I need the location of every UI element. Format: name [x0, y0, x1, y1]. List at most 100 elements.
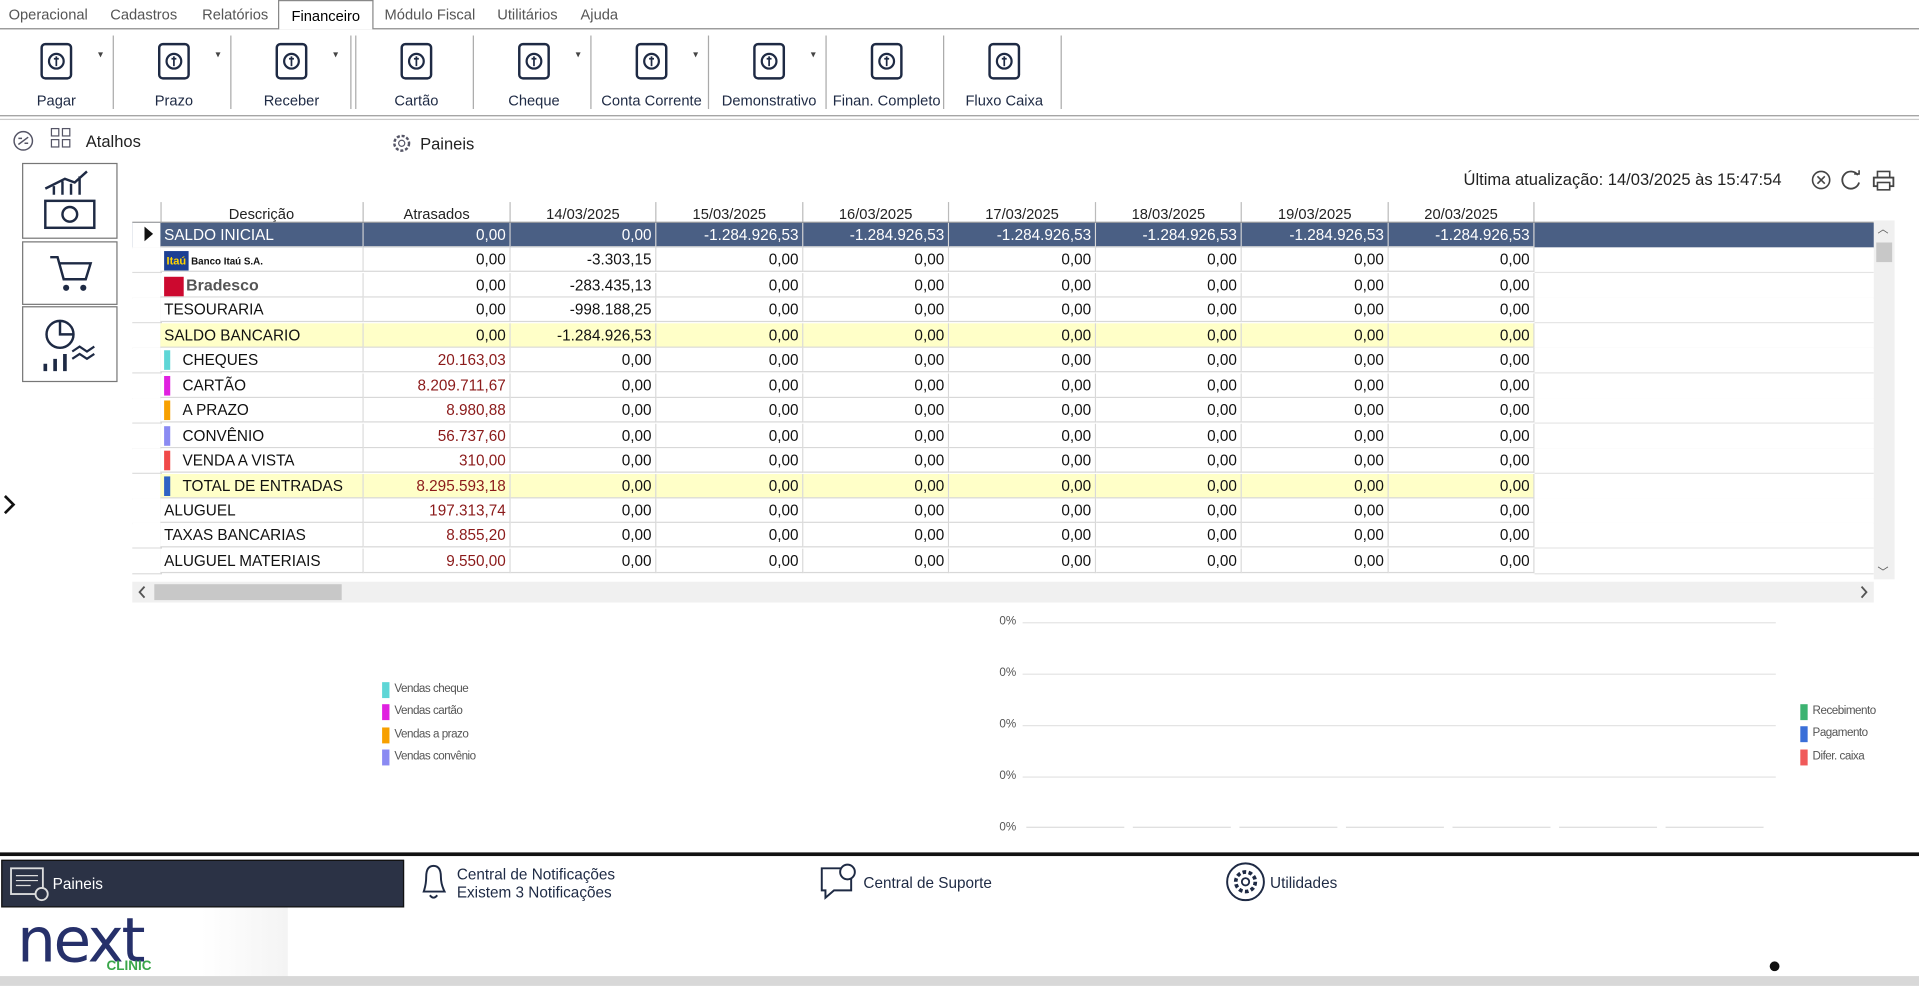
table-row[interactable]: CARTÃO 8.209.711,67 0,00 0,00 0,00 0,00 0,00 0,… — [132, 373, 1874, 399]
baseline-segment — [1452, 826, 1551, 828]
shortcut-sales[interactable] — [22, 241, 118, 305]
toolbar-button[interactable]: ▾ Prazo — [118, 34, 231, 112]
value-cell: 310,00 — [363, 448, 511, 473]
vertical-scrollbar[interactable]: ︿ ﹀ — [1873, 220, 1895, 580]
value-cell: -3.303,15 — [510, 247, 657, 273]
active-tab[interactable]: Financeiro — [278, 0, 374, 30]
utilities-label[interactable]: Utilidades — [1270, 874, 1338, 892]
refresh-icon[interactable] — [1841, 169, 1863, 191]
panels-label[interactable]: Paineis — [420, 134, 475, 154]
toolbar-button[interactable]: ▾ Cheque — [478, 34, 591, 112]
support-label[interactable]: Central de Suporte — [863, 874, 992, 892]
dropdown-arrow[interactable]: ▾ — [575, 48, 581, 61]
description-cell: TAXAS BANCARIAS — [160, 523, 364, 548]
dropdown-arrow[interactable]: ▾ — [333, 48, 339, 61]
value-cell: 0,00 — [1096, 247, 1242, 273]
cell-text: ALUGUEL — [164, 502, 236, 520]
axis-label: 0% — [999, 614, 1017, 629]
pie-icon — [43, 319, 95, 372]
cell-text: 0,00 — [1061, 401, 1092, 420]
cell-text: 0,00 — [1207, 451, 1237, 470]
cart-icon — [50, 255, 93, 291]
toolbar-button[interactable]: Cartão — [360, 34, 473, 112]
value-cell: 0,00 — [1388, 398, 1535, 423]
expand-arrow[interactable] — [2, 494, 17, 516]
table-row[interactable]: TOTAL DE ENTRADAS 8.295.593,18 0,00 0,00 0,0… — [132, 473, 1874, 500]
notifications-title[interactable]: Central de Notificações — [456, 865, 616, 884]
table-row[interactable]: VENDA A VISTA 310,00 0,00 0,00 0,00 0,00 0,00 0… — [132, 448, 1874, 475]
value-cell: 0,00 — [1096, 423, 1242, 448]
notifications-count[interactable]: Existem 3 Notificações — [456, 884, 612, 902]
value-cell: 0,00 — [510, 398, 657, 423]
menu-tab[interactable]: Ajuda — [580, 6, 619, 24]
scroll-thumb[interactable] — [1876, 242, 1893, 263]
value-cell: -1.284.926,53 — [1241, 222, 1389, 248]
gear-icon[interactable] — [391, 132, 413, 154]
cell-text: 0,00 — [914, 401, 945, 420]
cell-text: 310,00 — [458, 451, 506, 470]
scroll-left[interactable] — [137, 585, 147, 599]
close-icon[interactable] — [1810, 169, 1832, 191]
scroll-up[interactable]: ︿ — [1877, 222, 1889, 236]
dropdown-arrow[interactable]: ▾ — [810, 48, 816, 61]
toolbar-button[interactable]: Finan. Completo — [830, 34, 943, 112]
horizontal-scrollbar[interactable] — [132, 581, 1874, 603]
legend-label: Vendas cheque — [394, 682, 469, 696]
scroll-right[interactable] — [1859, 585, 1869, 599]
table-row[interactable]: Itaú Banco Itaú S.A. 0,00 -3.303,15 0,00 0,00… — [132, 247, 1874, 274]
menu-tab[interactable]: Cadastros — [110, 6, 178, 24]
table-row[interactable]: CONVÊNIO 56.737,60 0,00 0,00 0,00 0,00 0,00 0,0… — [132, 423, 1874, 449]
value-cell: 0,00 — [949, 348, 1097, 373]
value-cell: 0,00 — [656, 373, 804, 398]
toolbar-button[interactable]: ▾ Demonstrativo — [713, 34, 826, 112]
value-cell: 0,00 — [1388, 272, 1535, 298]
settings-icon[interactable] — [11, 129, 35, 153]
value-cell: 0,00 — [949, 373, 1097, 398]
menu-tab[interactable]: Módulo Fiscal — [384, 6, 476, 24]
shortcut-reports[interactable] — [22, 306, 118, 383]
table-row[interactable]: Bradesco 0,00 -283.435,13 0,00 0,00 0,00 0,00 0… — [132, 272, 1874, 299]
value-cell: 0,00 — [1388, 448, 1535, 473]
row-filler — [1534, 323, 1874, 349]
cell-text: 0,00 — [1207, 426, 1237, 445]
table-row[interactable]: TESOURARIA 0,00 -998.188,25 0,00 0,00 0,00 0,0… — [132, 298, 1874, 324]
toolbar-button[interactable]: ▾ Receber — [235, 34, 348, 112]
table-row[interactable]: ALUGUEL 197.313,74 0,00 0,00 0,00 0,00 0,00 0,0… — [132, 498, 1874, 525]
grid-line — [1022, 725, 1776, 727]
table-row[interactable]: SALDO INICIAL 0,00 0,00 -1.284.926,53 -1.284… — [132, 222, 1874, 249]
shortcut-cashflow[interactable] — [22, 162, 118, 239]
toolbar-button[interactable]: ▾ Pagar — [0, 34, 113, 112]
scroll-down[interactable]: ﹀ — [1877, 565, 1889, 579]
table-row[interactable]: TAXAS BANCARIAS 8.855,20 0,00 0,00 0,00 0,00 0… — [132, 523, 1874, 550]
value-cell: 0,00 — [1096, 473, 1242, 498]
table-row[interactable]: SALDO BANCARIO 0,00 -1.284.926,53 0,00 0,00 0… — [132, 323, 1874, 349]
support-icon[interactable] — [818, 861, 862, 903]
cell-text: 0,00 — [621, 527, 652, 545]
dropdown-arrow[interactable]: ▾ — [97, 48, 103, 61]
toolbar-label: Pagar — [36, 91, 76, 109]
toolbar-button[interactable]: ▾ Conta Corrente — [595, 34, 708, 112]
value-cell: 0,00 — [1241, 348, 1389, 373]
bell-icon[interactable] — [416, 860, 450, 904]
row-filler — [1534, 272, 1874, 299]
menu-tab[interactable]: Operacional — [8, 6, 88, 24]
table-row[interactable]: CHEQUES 20.163,03 0,00 0,00 0,00 0,00 0,00 0,00… — [132, 348, 1874, 374]
menu-tab[interactable]: Relatórios — [202, 6, 269, 24]
description-cell: CONVÊNIO — [160, 423, 364, 448]
dropdown-arrow[interactable]: ▾ — [215, 48, 221, 61]
table-row[interactable]: A PRAZO 8.980,88 0,00 0,00 0,00 0,00 0,00 0,00 0… — [132, 398, 1874, 424]
value-cell: 0,00 — [656, 348, 804, 373]
cell-text: 0,00 — [1354, 326, 1384, 344]
print-icon[interactable] — [1871, 169, 1895, 191]
dropdown-arrow[interactable]: ▾ — [693, 48, 699, 61]
bank-logo: Itaú — [164, 251, 189, 271]
cell-text: 0,00 — [914, 301, 945, 319]
panels-button[interactable]: Paineis — [1, 859, 405, 908]
grid-icon[interactable] — [50, 127, 72, 149]
cell-text: 0,00 — [1499, 552, 1530, 570]
table-row[interactable]: ALUGUEL MATERIAIS 9.550,00 0,00 0,00 0,00 0,0… — [132, 548, 1874, 575]
menu-tab[interactable]: Utilitários — [497, 6, 558, 24]
h-scroll-thumb[interactable] — [154, 584, 342, 601]
toolbar-button[interactable]: Fluxo Caixa — [948, 34, 1061, 112]
utilities-icon[interactable] — [1225, 861, 1267, 903]
